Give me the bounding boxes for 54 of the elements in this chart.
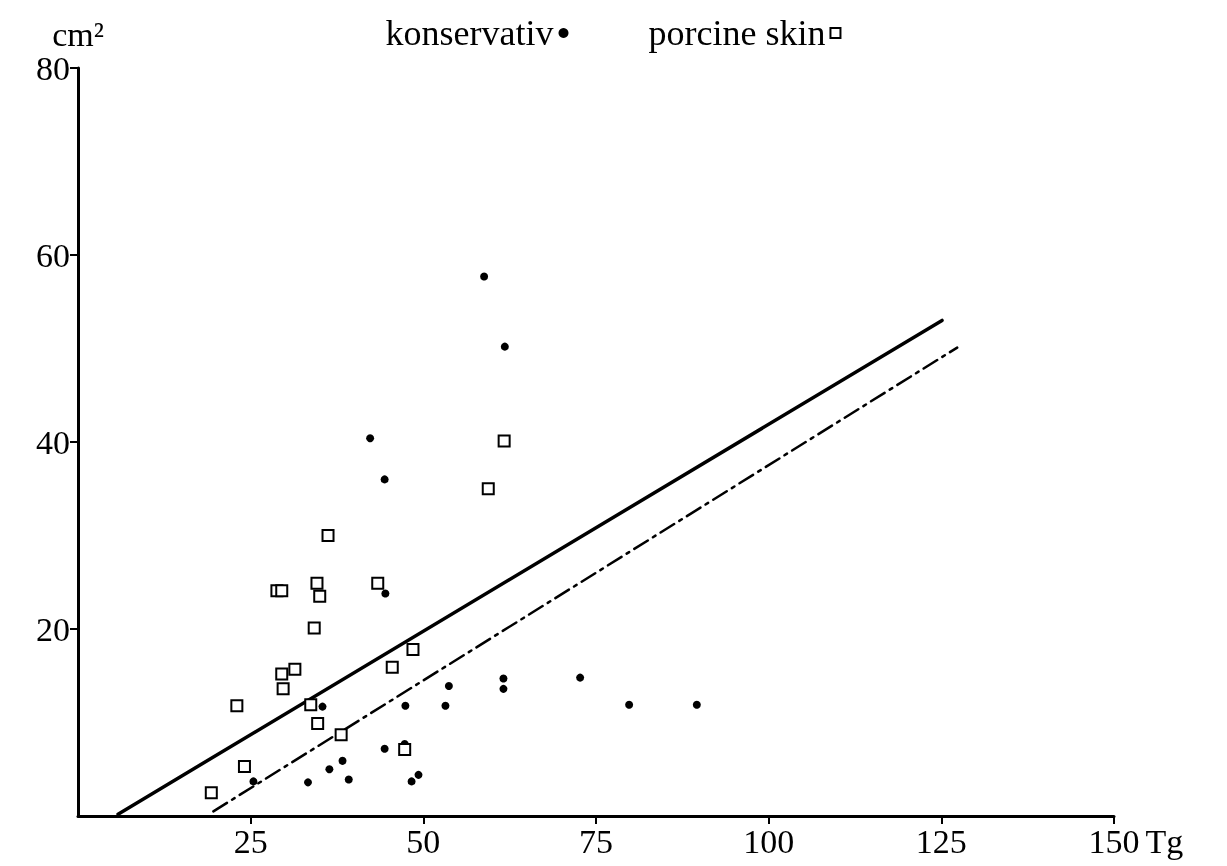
point [313, 589, 327, 603]
point [371, 576, 385, 590]
point [310, 576, 324, 590]
point [497, 434, 511, 448]
point [625, 700, 634, 709]
point [406, 643, 420, 657]
point [500, 342, 509, 351]
point [304, 698, 318, 712]
x-tick-label: 25 [233, 822, 268, 860]
point [499, 674, 508, 683]
point [249, 777, 258, 786]
point [344, 775, 353, 784]
y-tick-label: 40 [36, 423, 70, 461]
point [692, 700, 701, 709]
point [334, 728, 348, 742]
x-tick-label: 125 [915, 822, 967, 860]
point [366, 434, 375, 443]
point [499, 684, 508, 693]
point [381, 589, 390, 598]
point [321, 529, 335, 542]
x-tick-label: 50 [406, 822, 441, 860]
point [380, 744, 389, 753]
y-tick-label: 60 [36, 236, 70, 274]
point [204, 786, 218, 800]
x-tick-label: 150 [1088, 822, 1140, 860]
point [318, 702, 327, 711]
point [275, 667, 289, 681]
point [385, 660, 399, 674]
point [380, 475, 389, 484]
point [441, 701, 450, 710]
point [276, 682, 290, 696]
point [576, 673, 585, 682]
point [444, 682, 453, 691]
point [288, 662, 302, 676]
point [480, 272, 489, 281]
y-tick-label: 20 [36, 610, 70, 648]
point [230, 699, 244, 713]
point [311, 716, 325, 730]
point [401, 701, 410, 710]
x-tick-label: 100 [743, 822, 795, 860]
point [398, 743, 412, 757]
point [275, 584, 289, 598]
point [414, 770, 423, 779]
point [325, 765, 334, 774]
point [237, 759, 251, 773]
legend-label: konservativ [385, 13, 554, 53]
point [481, 482, 495, 496]
point [407, 777, 416, 786]
point [338, 756, 347, 765]
x-axis-title: Tg [1145, 822, 1184, 860]
point [304, 778, 312, 787]
point [307, 621, 321, 635]
legend-label: porcine skin [648, 13, 826, 53]
x-tick-label: 75 [579, 822, 613, 860]
